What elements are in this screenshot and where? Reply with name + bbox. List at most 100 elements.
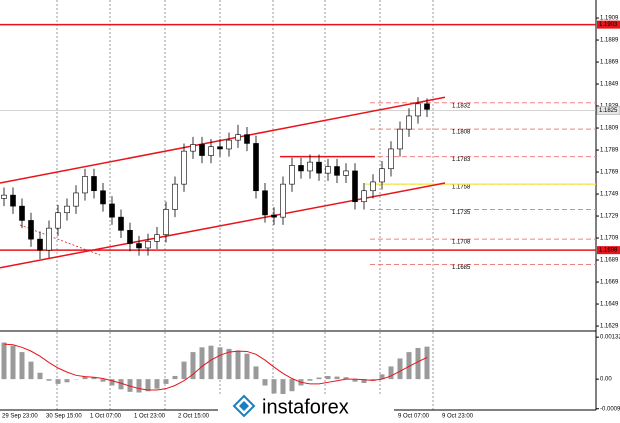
y2-tick-label: 0.00132 xyxy=(600,335,620,341)
histogram-bar xyxy=(325,375,331,380)
candle-body xyxy=(37,238,43,251)
candle-body xyxy=(289,165,295,185)
histogram-bar xyxy=(253,366,259,380)
y-tick-label: 1.1889 xyxy=(600,38,619,44)
logo-mark xyxy=(232,394,256,418)
fib-label: 1.1758 xyxy=(452,185,471,191)
histogram-bar xyxy=(199,347,205,380)
y-tick-label: 1.1869 xyxy=(600,60,619,66)
level-label: 1.1698 xyxy=(599,248,618,254)
histogram-bar xyxy=(64,379,70,383)
channel-upper xyxy=(0,96,446,184)
candle-body xyxy=(208,146,214,156)
candle-body xyxy=(10,194,16,207)
candle-body xyxy=(82,176,88,194)
candle-body xyxy=(316,161,322,174)
candle-body xyxy=(280,183,286,218)
candle-body xyxy=(253,143,259,192)
candle-body xyxy=(181,150,187,185)
histogram-bar xyxy=(154,379,160,389)
candle-body xyxy=(154,234,160,242)
histogram-bar xyxy=(82,376,88,380)
histogram-bar xyxy=(91,377,97,380)
histogram-bar xyxy=(235,350,241,380)
candle-body xyxy=(424,103,430,110)
level-box xyxy=(597,20,620,29)
period-separators xyxy=(56,0,434,410)
histogram-bar xyxy=(361,379,367,383)
level-box xyxy=(597,246,620,255)
histogram-bar xyxy=(406,352,412,380)
candle-body xyxy=(127,230,133,244)
candle-body xyxy=(55,212,61,229)
candle-body xyxy=(73,192,79,207)
histogram-bar xyxy=(46,379,52,381)
candle-body xyxy=(271,214,277,218)
current-price-label: 1.1825 xyxy=(599,108,618,114)
y-tick-label: 1.1689 xyxy=(600,258,619,264)
histogram-bar xyxy=(271,379,277,394)
x-tick-label: 1 Oct 07:00 xyxy=(90,414,122,420)
histogram-bar xyxy=(217,347,223,380)
level-label: 1.1903 xyxy=(599,22,618,28)
logo-mark xyxy=(239,401,249,411)
histogram-bar xyxy=(109,379,115,386)
fib-label: 1.1783 xyxy=(452,157,471,163)
channel-lower xyxy=(0,182,446,269)
y-tick-label: 1.1789 xyxy=(600,148,619,154)
candle-body xyxy=(352,170,358,203)
y-tick-label: 1.1909 xyxy=(600,16,619,22)
candle-body xyxy=(298,165,304,172)
candle-body xyxy=(406,115,412,130)
histogram-bar xyxy=(280,379,286,396)
candle-body xyxy=(1,194,7,199)
histogram-bar xyxy=(10,345,16,380)
candle-body xyxy=(163,209,169,236)
histogram-bar xyxy=(127,379,133,392)
y-tick-label: 1.1729 xyxy=(600,214,619,220)
histogram-bar xyxy=(19,352,25,380)
histogram-bar xyxy=(343,377,349,380)
candle-body xyxy=(46,227,52,251)
y-tick-label: 1.1749 xyxy=(600,192,619,198)
candle-body xyxy=(379,168,385,183)
candle-body xyxy=(136,243,142,249)
histogram-bar xyxy=(415,347,421,380)
candle-body xyxy=(109,203,115,218)
histogram-bar xyxy=(307,379,313,381)
histogram-bar xyxy=(100,379,106,382)
candle-body xyxy=(244,134,250,144)
x-tick-label: 9 Oct 07:00 xyxy=(398,414,430,420)
histogram-bar xyxy=(352,379,358,382)
y2-tick-label: -0.00093 xyxy=(600,406,620,412)
histogram-bar xyxy=(163,379,169,384)
y-tick-label: 1.1769 xyxy=(600,170,619,176)
candle-body xyxy=(325,166,331,174)
histogram-bar xyxy=(226,348,232,380)
candle-body xyxy=(415,103,421,117)
candle-body xyxy=(370,181,376,192)
candle-body xyxy=(118,216,124,231)
x-tick-label: 9 Oct 23:00 xyxy=(442,414,474,420)
current-price-box xyxy=(596,106,620,115)
candle-body xyxy=(397,128,403,150)
y-tick-label: 1.1649 xyxy=(600,302,619,308)
histogram-bar xyxy=(208,345,214,380)
logo-text: instaforex xyxy=(262,396,349,418)
logo-icon xyxy=(232,394,256,418)
histogram-bar xyxy=(136,379,142,393)
histogram-bar xyxy=(379,374,385,380)
histogram-bar xyxy=(244,353,250,380)
histogram-bar xyxy=(334,376,340,380)
histogram-bar xyxy=(118,379,124,390)
histogram-bar xyxy=(190,352,196,380)
y-tick-label: 1.1849 xyxy=(600,82,619,88)
candle-body xyxy=(307,161,313,172)
histogram-bar xyxy=(388,366,394,380)
fib-label: 1.1735 xyxy=(452,210,471,216)
histogram-bar xyxy=(424,346,430,380)
candle-body xyxy=(262,190,268,216)
histogram-bar xyxy=(172,375,178,380)
